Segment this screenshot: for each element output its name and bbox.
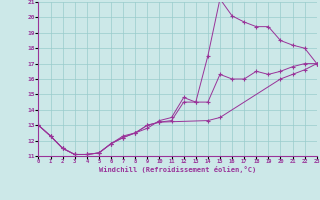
X-axis label: Windchill (Refroidissement éolien,°C): Windchill (Refroidissement éolien,°C) <box>99 166 256 173</box>
